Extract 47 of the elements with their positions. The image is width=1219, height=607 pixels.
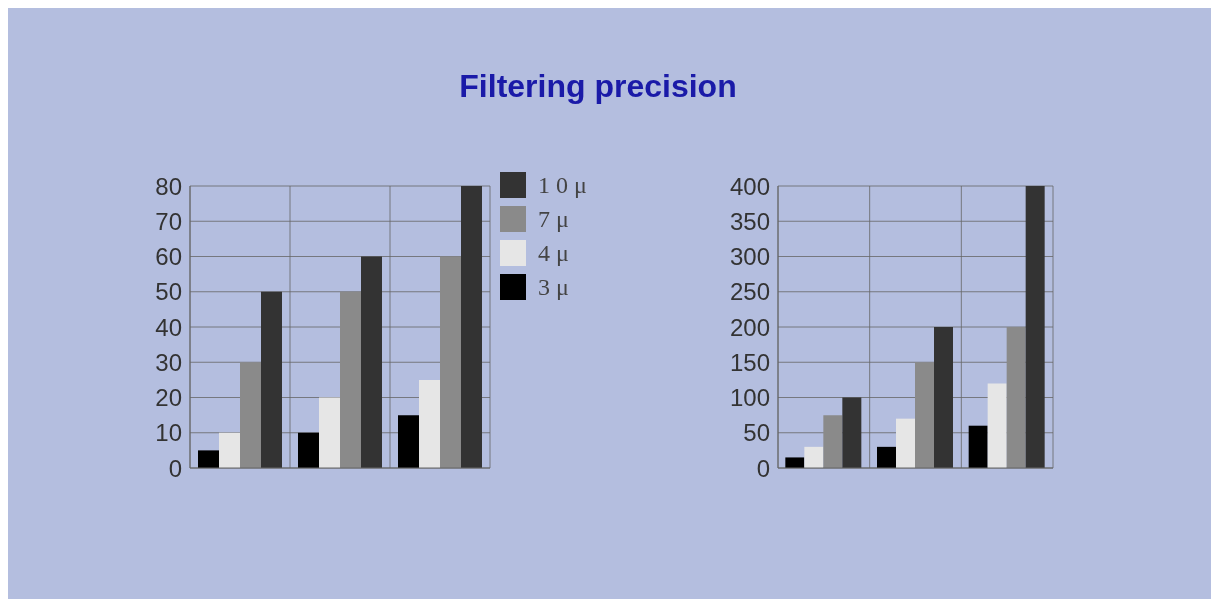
bar (934, 327, 953, 468)
bar (804, 446, 824, 468)
bar (361, 256, 382, 468)
bar (298, 432, 319, 468)
y-tick-label: 10 (155, 419, 182, 447)
y-tick-label: 20 (155, 384, 182, 412)
bar (440, 256, 461, 468)
bar (987, 383, 1007, 468)
legend-label: 1 0 μ (538, 171, 587, 199)
bar (877, 446, 896, 468)
bar (823, 415, 843, 468)
legend-label: 7 μ (538, 205, 569, 233)
bar (240, 362, 261, 468)
bar (915, 362, 934, 468)
bar (319, 397, 340, 468)
bar (785, 457, 805, 468)
y-tick-label: 400 (729, 172, 770, 200)
text: Filtering precision (458, 68, 738, 105)
y-tick-label: 50 (155, 278, 182, 306)
y-tick-label: 60 (155, 243, 182, 271)
bar (340, 291, 361, 468)
y-tick-label: 100 (729, 384, 770, 412)
bar (398, 415, 419, 468)
y-tick-label: 250 (729, 278, 770, 306)
bar (896, 418, 915, 468)
y-tick-label: 300 (729, 243, 770, 271)
bar (1006, 327, 1026, 468)
y-tick-label: 200 (729, 313, 770, 341)
bar (1025, 186, 1045, 468)
bar (419, 379, 440, 468)
bar (968, 425, 988, 468)
bar (461, 186, 482, 468)
y-tick-label: 150 (729, 348, 770, 376)
bar (842, 397, 862, 468)
bar (219, 432, 240, 468)
legend-label: 3 μ (538, 273, 569, 301)
y-tick-label: 80 (155, 172, 182, 200)
y-tick-label: 0 (168, 454, 182, 482)
y-tick-label: 70 (155, 207, 182, 235)
y-tick-label: 0 (756, 454, 770, 482)
y-tick-label: 50 (743, 419, 770, 447)
y-tick-label: 350 (729, 207, 770, 235)
legend-label: 4 μ (538, 239, 569, 267)
bar (198, 450, 219, 468)
y-tick-label: 40 (155, 313, 182, 341)
y-tick-label: 30 (155, 348, 182, 376)
bar (261, 291, 282, 468)
